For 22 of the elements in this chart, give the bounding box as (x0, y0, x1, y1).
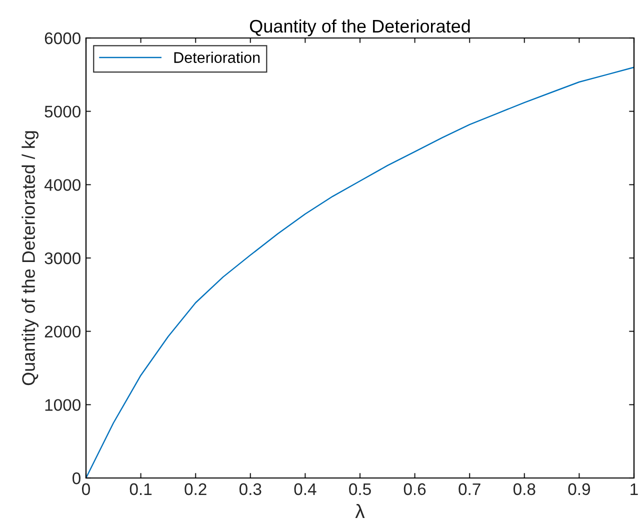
chart-title: Quantity of the Deteriorated (250, 19, 470, 36)
y-tick-label: 2000 (44, 326, 80, 338)
x-tick-label: 0.4 (294, 483, 316, 496)
legend-label: Deterioration (174, 52, 260, 63)
y-tick-label: 4000 (44, 179, 80, 191)
x-tick-label: 0.2 (184, 483, 206, 496)
x-tick-label: 0.8 (513, 483, 536, 496)
y-tick-label: 5000 (44, 106, 80, 118)
x-tick-label: 1 (630, 483, 638, 495)
x-tick-label: 0.9 (568, 483, 590, 496)
y-tick-label: 6000 (44, 32, 80, 44)
y-axis-title: Quantity of the Deteriorated / kg (22, 131, 39, 386)
x-axis-title: λ (355, 504, 365, 518)
x-tick-label: 0.7 (458, 483, 480, 496)
x-tick-label: 0 (82, 483, 90, 496)
y-tick-label: 1000 (45, 399, 80, 411)
x-tick-label: 0.5 (349, 483, 371, 496)
y-tick-label: 3000 (44, 252, 80, 264)
x-tick-label: 0.1 (130, 483, 152, 496)
x-tick-label: 0.6 (404, 483, 426, 496)
y-tick-label: 0 (72, 472, 80, 484)
x-tick-label: 0.3 (239, 483, 262, 496)
